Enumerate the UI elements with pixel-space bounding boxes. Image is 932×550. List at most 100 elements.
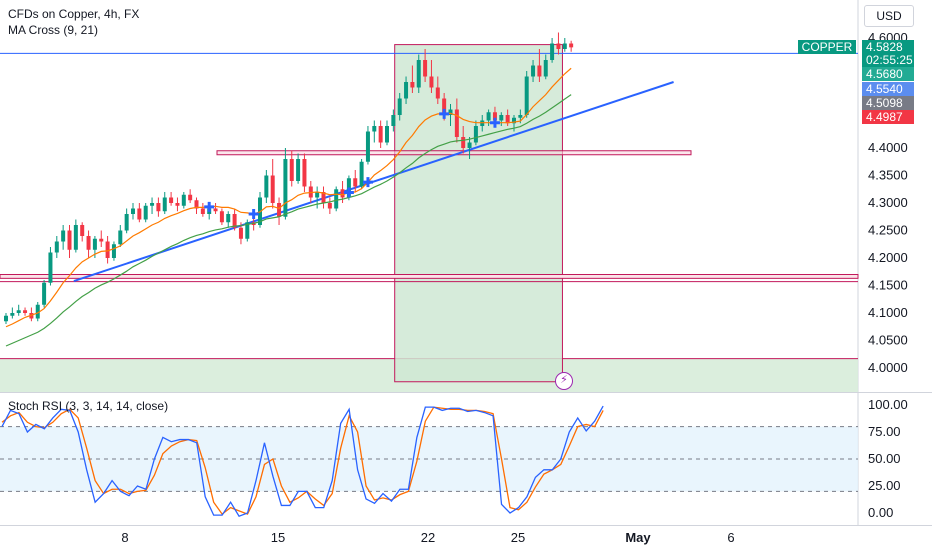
candle-body — [397, 98, 402, 115]
candle-body — [321, 192, 326, 203]
candle-body — [226, 214, 231, 223]
candle-body — [372, 126, 377, 132]
candle-body — [423, 60, 428, 77]
candle-body — [156, 203, 161, 212]
candle-body — [512, 117, 516, 124]
countdown-tag: 02:55:25 — [862, 53, 914, 67]
candle-body — [73, 225, 78, 250]
stop-tag: 4.4987 — [862, 110, 914, 124]
stoch-tick-label: 75.00 — [868, 424, 901, 439]
candle-body — [194, 200, 199, 209]
candle-body — [302, 159, 307, 187]
candle-body — [277, 203, 282, 217]
ma-fast-tag: 4.5680 — [862, 67, 914, 81]
candle-body — [467, 142, 472, 148]
candle-body — [200, 208, 205, 214]
candle-body — [283, 159, 288, 217]
candle-body — [378, 126, 383, 143]
candle-body — [175, 203, 180, 206]
candle-body — [429, 76, 434, 88]
candle-body — [219, 211, 224, 223]
time-axis-label: 6 — [727, 530, 734, 545]
time-axis-label: May — [625, 530, 651, 545]
price-tick-label: 4.3000 — [868, 195, 908, 210]
candle-body — [289, 159, 294, 181]
candle-body — [80, 225, 85, 236]
ma-cross-marker — [439, 108, 450, 119]
candle-body — [435, 87, 440, 99]
candle-body — [524, 76, 529, 115]
candle-body — [162, 197, 167, 212]
candle-body — [67, 230, 72, 250]
ma-cross-legend[interactable]: MA Cross (9, 21) — [8, 23, 99, 37]
candle-body — [327, 203, 332, 209]
chart-title: CFDs on Copper, 4h, FX — [8, 7, 140, 21]
candle-body — [404, 82, 409, 99]
candle-body — [537, 65, 542, 77]
candle-body — [118, 230, 123, 245]
ma-slow-line — [5, 94, 572, 347]
candle-body — [550, 43, 555, 60]
candle-body — [296, 159, 301, 181]
candle-body — [442, 98, 447, 115]
candle-body — [569, 43, 574, 48]
candle-body — [562, 43, 567, 49]
candle-body — [16, 310, 21, 313]
candle-body — [270, 175, 275, 203]
candle-body — [35, 304, 40, 319]
ma-cross-marker — [343, 187, 354, 198]
candle-body — [486, 112, 491, 121]
candle-body — [232, 214, 237, 228]
candle-body — [264, 175, 269, 198]
candle-body — [4, 315, 8, 322]
last-price-tag: 4.5828 — [862, 40, 914, 54]
candle-body — [505, 115, 510, 124]
candle-body — [334, 189, 339, 209]
stoch-tick-label: 50.00 — [868, 451, 901, 466]
flash-icon[interactable]: ⚡ — [555, 372, 573, 390]
candle-body — [181, 194, 186, 206]
candle-body — [54, 241, 59, 253]
candle-body — [340, 189, 345, 198]
candle-body — [105, 241, 110, 258]
price-tick-label: 4.2000 — [868, 250, 908, 265]
candle-body — [137, 208, 142, 220]
price-tick-label: 4.4000 — [868, 140, 908, 155]
candle-body — [124, 214, 129, 231]
ascending-trendline — [73, 81, 674, 283]
stoch-tick-label: 0.00 — [868, 505, 893, 520]
candle-body — [61, 230, 66, 242]
price-tick-label: 4.0500 — [868, 333, 908, 348]
candle-body — [143, 205, 148, 220]
candle-body — [359, 161, 364, 187]
symbol-tag: COPPER — [798, 40, 856, 54]
candle-body — [461, 137, 466, 148]
candle-body — [213, 208, 218, 212]
candle-body — [42, 282, 47, 305]
candle-body — [410, 82, 415, 88]
candle-body — [385, 126, 389, 143]
candle-body — [92, 238, 97, 250]
candle-body — [391, 115, 396, 126]
stoch-rsi-legend[interactable]: Stoch RSI (3, 3, 14, 14, close) — [8, 399, 169, 413]
ma-fast-line — [5, 67, 572, 328]
candle-body — [492, 112, 497, 121]
price-tick-label: 4.1500 — [868, 278, 908, 293]
candle-body — [365, 131, 370, 162]
candle-body — [556, 43, 561, 49]
ma-cross-marker — [362, 177, 373, 188]
candle-body — [518, 115, 523, 118]
ma-slow-tag: 4.5098 — [862, 96, 914, 110]
candle-body — [131, 208, 135, 214]
candle-body — [48, 252, 53, 283]
currency-selector[interactable]: USD — [864, 5, 914, 27]
candle-body — [448, 109, 453, 115]
ma-cross-marker — [204, 201, 215, 212]
candle-body — [169, 197, 174, 203]
candle-body — [353, 178, 358, 187]
candle-body — [238, 227, 243, 239]
price-tick-label: 4.3500 — [868, 168, 908, 183]
candle-body — [86, 236, 91, 250]
